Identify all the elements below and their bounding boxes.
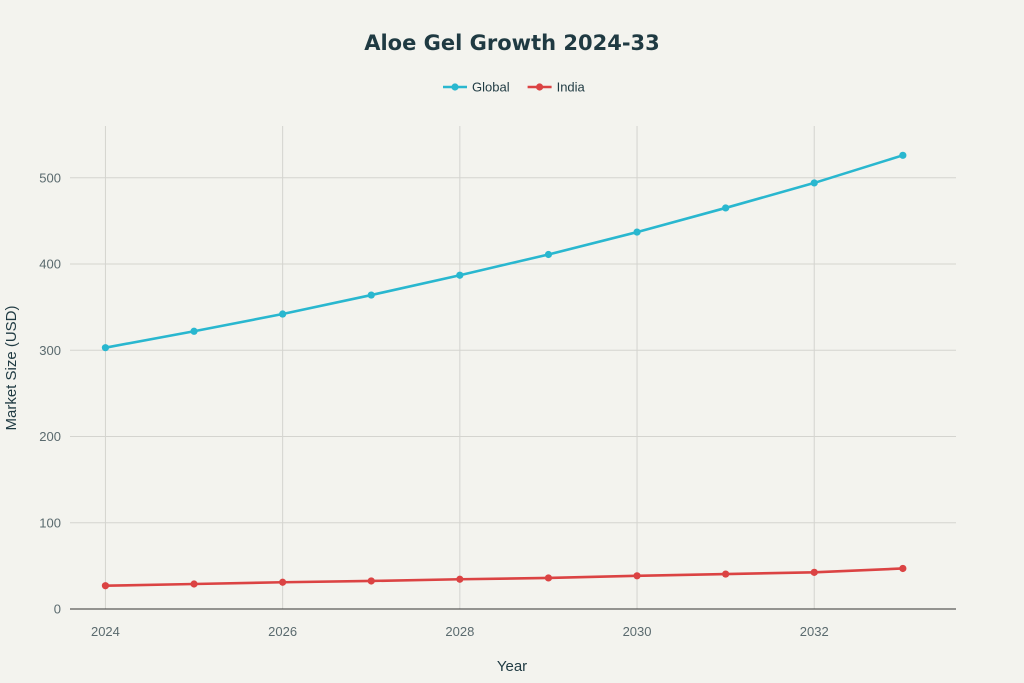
x-axis-label: Year bbox=[497, 658, 527, 675]
india-point bbox=[899, 564, 907, 573]
india-point bbox=[190, 580, 198, 588]
y-tick-label: 500 bbox=[39, 170, 61, 185]
y-axis-ticks: 0 100 200 300 400 500 bbox=[39, 170, 61, 616]
india-point bbox=[633, 572, 641, 580]
global-point bbox=[456, 271, 464, 279]
legend-label: Global bbox=[472, 80, 510, 95]
india-point bbox=[544, 574, 553, 582]
x-axis-ticks: 2024 2026 2028 2030 2032 bbox=[91, 624, 829, 639]
legend-label: India bbox=[557, 80, 586, 95]
india-point bbox=[722, 570, 730, 578]
x-tick-label: 2030 bbox=[623, 624, 652, 639]
legend: Global India bbox=[443, 80, 586, 95]
global-point bbox=[633, 228, 641, 236]
global-point bbox=[190, 327, 198, 335]
global-point bbox=[101, 344, 110, 352]
legend-item-global: Global bbox=[443, 80, 510, 95]
legend-swatch-marker bbox=[451, 83, 459, 91]
global-point bbox=[279, 310, 287, 318]
legend-item-india: India bbox=[527, 80, 586, 95]
y-tick-label: 0 bbox=[54, 602, 61, 617]
global-point bbox=[722, 204, 730, 212]
y-tick-label: 300 bbox=[39, 343, 61, 358]
grid bbox=[70, 126, 956, 609]
chart-title: Aloe Gel Growth 2024-33 bbox=[364, 31, 660, 55]
india-point bbox=[101, 582, 110, 590]
x-tick-label: 2032 bbox=[800, 624, 829, 639]
y-tick-label: 200 bbox=[39, 429, 61, 444]
india-point bbox=[279, 578, 287, 586]
global-point bbox=[810, 179, 818, 187]
india-point bbox=[810, 568, 818, 576]
y-tick-label: 100 bbox=[39, 515, 61, 530]
y-axis-label: Market Size (USD) bbox=[3, 305, 20, 430]
global-point bbox=[899, 151, 907, 159]
x-tick-label: 2026 bbox=[268, 624, 297, 639]
global-line bbox=[105, 154, 904, 349]
x-tick-label: 2024 bbox=[91, 624, 120, 639]
global-point bbox=[544, 250, 553, 259]
x-tick-label: 2028 bbox=[445, 624, 474, 639]
series-india bbox=[101, 564, 907, 590]
legend-swatch-marker bbox=[536, 83, 544, 91]
series-global bbox=[101, 151, 907, 352]
india-point bbox=[456, 575, 464, 583]
series-layer bbox=[101, 151, 907, 590]
india-point bbox=[367, 577, 375, 585]
y-tick-label: 400 bbox=[39, 257, 61, 272]
global-point bbox=[367, 291, 375, 299]
india-line bbox=[105, 567, 903, 588]
